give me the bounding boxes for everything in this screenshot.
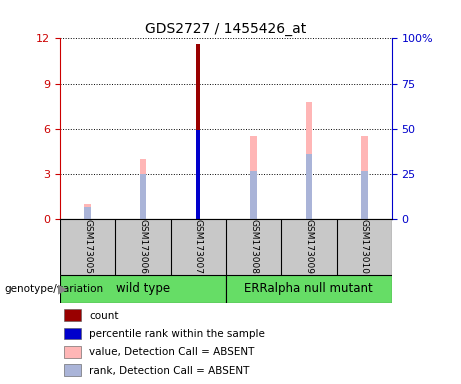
Title: GDS2727 / 1455426_at: GDS2727 / 1455426_at — [145, 22, 307, 36]
Bar — [337, 219, 392, 275]
Text: wild type: wild type — [116, 283, 170, 295]
Bar — [64, 310, 82, 321]
Bar — [306, 102, 312, 219]
Bar — [226, 275, 392, 303]
Text: percentile rank within the sample: percentile rank within the sample — [89, 329, 265, 339]
Bar — [281, 219, 337, 275]
Bar — [64, 346, 82, 358]
Text: count: count — [89, 311, 119, 321]
Bar — [60, 275, 226, 303]
Text: GSM173006: GSM173006 — [138, 219, 148, 274]
Text: GSM173007: GSM173007 — [194, 219, 203, 274]
Bar — [64, 364, 82, 376]
Bar — [250, 136, 257, 219]
Bar — [115, 219, 171, 275]
Text: GSM173005: GSM173005 — [83, 219, 92, 274]
Text: genotype/variation: genotype/variation — [5, 284, 104, 294]
Bar — [196, 130, 201, 219]
Bar — [171, 219, 226, 275]
Text: GSM173009: GSM173009 — [304, 219, 313, 274]
Text: GSM173010: GSM173010 — [360, 219, 369, 274]
Text: ▶: ▶ — [58, 282, 67, 295]
Bar — [140, 159, 146, 219]
Bar — [250, 171, 257, 219]
Text: GSM173008: GSM173008 — [249, 219, 258, 274]
Bar — [226, 219, 281, 275]
Bar — [64, 328, 82, 339]
Bar — [306, 154, 312, 219]
Bar — [60, 219, 115, 275]
Bar — [84, 204, 91, 219]
Text: value, Detection Call = ABSENT: value, Detection Call = ABSENT — [89, 348, 254, 358]
Text: rank, Detection Call = ABSENT: rank, Detection Call = ABSENT — [89, 366, 250, 376]
Bar — [140, 174, 146, 219]
Bar — [84, 207, 91, 219]
Bar — [196, 45, 201, 219]
Text: ERRalpha null mutant: ERRalpha null mutant — [244, 283, 373, 295]
Bar — [361, 136, 367, 219]
Bar — [361, 171, 367, 219]
